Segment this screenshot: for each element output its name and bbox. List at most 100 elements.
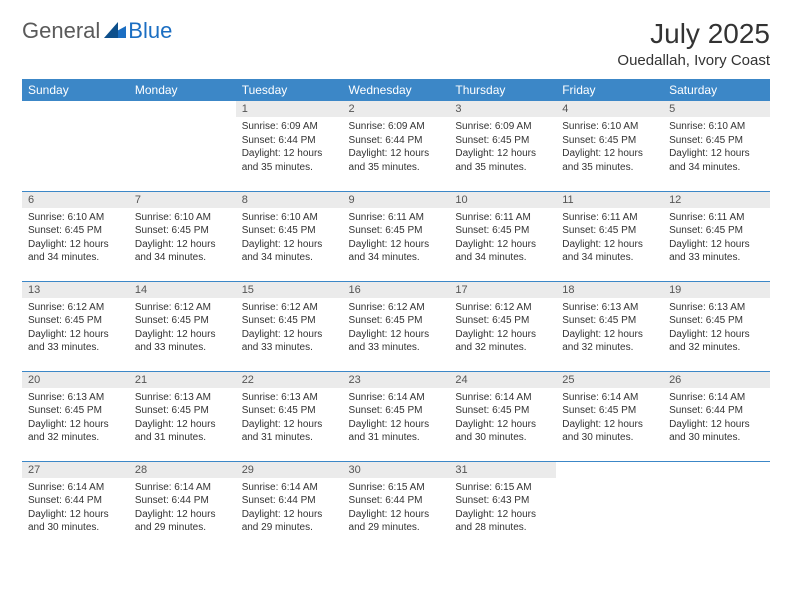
weekday-header: Tuesday	[236, 79, 343, 101]
day-number	[22, 101, 129, 105]
day-number: 29	[236, 462, 343, 478]
day-number: 12	[663, 192, 770, 208]
calendar-week-row: 27Sunrise: 6:14 AMSunset: 6:44 PMDayligh…	[22, 461, 770, 551]
calendar-week-row: 1Sunrise: 6:09 AMSunset: 6:44 PMDaylight…	[22, 101, 770, 191]
day-number	[556, 462, 663, 466]
calendar-day-cell: 20Sunrise: 6:13 AMSunset: 6:45 PMDayligh…	[22, 371, 129, 461]
month-title: July 2025	[617, 18, 770, 50]
calendar-table: SundayMondayTuesdayWednesdayThursdayFrid…	[22, 79, 770, 551]
day-details: Sunrise: 6:10 AMSunset: 6:45 PMDaylight:…	[556, 117, 663, 178]
day-number: 18	[556, 282, 663, 298]
day-details: Sunrise: 6:12 AMSunset: 6:45 PMDaylight:…	[343, 298, 450, 359]
calendar-day-cell: 3Sunrise: 6:09 AMSunset: 6:45 PMDaylight…	[449, 101, 556, 191]
day-number: 2	[343, 101, 450, 117]
day-details: Sunrise: 6:10 AMSunset: 6:45 PMDaylight:…	[129, 208, 236, 269]
calendar-day-cell: 13Sunrise: 6:12 AMSunset: 6:45 PMDayligh…	[22, 281, 129, 371]
day-details: Sunrise: 6:10 AMSunset: 6:45 PMDaylight:…	[663, 117, 770, 178]
day-number: 17	[449, 282, 556, 298]
calendar-day-cell: 12Sunrise: 6:11 AMSunset: 6:45 PMDayligh…	[663, 191, 770, 281]
day-number: 19	[663, 282, 770, 298]
day-details: Sunrise: 6:10 AMSunset: 6:45 PMDaylight:…	[22, 208, 129, 269]
calendar-day-cell: 28Sunrise: 6:14 AMSunset: 6:44 PMDayligh…	[129, 461, 236, 551]
calendar-day-cell: 17Sunrise: 6:12 AMSunset: 6:45 PMDayligh…	[449, 281, 556, 371]
calendar-week-row: 20Sunrise: 6:13 AMSunset: 6:45 PMDayligh…	[22, 371, 770, 461]
calendar-day-cell: 25Sunrise: 6:14 AMSunset: 6:45 PMDayligh…	[556, 371, 663, 461]
calendar-day-cell: 7Sunrise: 6:10 AMSunset: 6:45 PMDaylight…	[129, 191, 236, 281]
day-details: Sunrise: 6:12 AMSunset: 6:45 PMDaylight:…	[236, 298, 343, 359]
day-number: 27	[22, 462, 129, 478]
calendar-day-cell: 27Sunrise: 6:14 AMSunset: 6:44 PMDayligh…	[22, 461, 129, 551]
calendar-day-cell: 18Sunrise: 6:13 AMSunset: 6:45 PMDayligh…	[556, 281, 663, 371]
calendar-day-cell: 2Sunrise: 6:09 AMSunset: 6:44 PMDaylight…	[343, 101, 450, 191]
header: General Blue July 2025 Ouedallah, Ivory …	[22, 18, 770, 69]
calendar-day-cell: 1Sunrise: 6:09 AMSunset: 6:44 PMDaylight…	[236, 101, 343, 191]
day-number: 4	[556, 101, 663, 117]
logo: General Blue	[22, 18, 172, 44]
day-number: 24	[449, 372, 556, 388]
day-details: Sunrise: 6:13 AMSunset: 6:45 PMDaylight:…	[663, 298, 770, 359]
logo-text-blue: Blue	[128, 18, 172, 44]
weekday-header-row: SundayMondayTuesdayWednesdayThursdayFrid…	[22, 79, 770, 101]
calendar-day-cell: 29Sunrise: 6:14 AMSunset: 6:44 PMDayligh…	[236, 461, 343, 551]
calendar-day-cell: 8Sunrise: 6:10 AMSunset: 6:45 PMDaylight…	[236, 191, 343, 281]
calendar-day-cell: 11Sunrise: 6:11 AMSunset: 6:45 PMDayligh…	[556, 191, 663, 281]
day-number	[129, 101, 236, 105]
day-number: 13	[22, 282, 129, 298]
calendar-day-cell: 31Sunrise: 6:15 AMSunset: 6:43 PMDayligh…	[449, 461, 556, 551]
day-details: Sunrise: 6:14 AMSunset: 6:45 PMDaylight:…	[449, 388, 556, 449]
calendar-day-cell	[129, 101, 236, 191]
day-details: Sunrise: 6:11 AMSunset: 6:45 PMDaylight:…	[663, 208, 770, 269]
day-number: 23	[343, 372, 450, 388]
day-details: Sunrise: 6:09 AMSunset: 6:44 PMDaylight:…	[343, 117, 450, 178]
day-details: Sunrise: 6:15 AMSunset: 6:43 PMDaylight:…	[449, 478, 556, 539]
title-block: July 2025 Ouedallah, Ivory Coast	[617, 18, 770, 69]
day-number: 20	[22, 372, 129, 388]
day-number	[663, 462, 770, 466]
calendar-day-cell: 10Sunrise: 6:11 AMSunset: 6:45 PMDayligh…	[449, 191, 556, 281]
logo-mark-icon	[104, 20, 126, 43]
day-details: Sunrise: 6:13 AMSunset: 6:45 PMDaylight:…	[556, 298, 663, 359]
day-details: Sunrise: 6:14 AMSunset: 6:45 PMDaylight:…	[343, 388, 450, 449]
weekday-header: Sunday	[22, 79, 129, 101]
day-number: 3	[449, 101, 556, 117]
day-details: Sunrise: 6:13 AMSunset: 6:45 PMDaylight:…	[22, 388, 129, 449]
day-details: Sunrise: 6:14 AMSunset: 6:44 PMDaylight:…	[236, 478, 343, 539]
weekday-header: Friday	[556, 79, 663, 101]
day-number: 15	[236, 282, 343, 298]
day-number: 26	[663, 372, 770, 388]
calendar-week-row: 13Sunrise: 6:12 AMSunset: 6:45 PMDayligh…	[22, 281, 770, 371]
weekday-header: Saturday	[663, 79, 770, 101]
day-details: Sunrise: 6:11 AMSunset: 6:45 PMDaylight:…	[449, 208, 556, 269]
day-details: Sunrise: 6:12 AMSunset: 6:45 PMDaylight:…	[129, 298, 236, 359]
day-number: 5	[663, 101, 770, 117]
day-details: Sunrise: 6:12 AMSunset: 6:45 PMDaylight:…	[449, 298, 556, 359]
calendar-day-cell: 6Sunrise: 6:10 AMSunset: 6:45 PMDaylight…	[22, 191, 129, 281]
weekday-header: Wednesday	[343, 79, 450, 101]
calendar-day-cell: 26Sunrise: 6:14 AMSunset: 6:44 PMDayligh…	[663, 371, 770, 461]
day-number: 1	[236, 101, 343, 117]
day-number: 31	[449, 462, 556, 478]
day-details: Sunrise: 6:11 AMSunset: 6:45 PMDaylight:…	[556, 208, 663, 269]
day-details: Sunrise: 6:09 AMSunset: 6:45 PMDaylight:…	[449, 117, 556, 178]
calendar-day-cell: 16Sunrise: 6:12 AMSunset: 6:45 PMDayligh…	[343, 281, 450, 371]
day-details: Sunrise: 6:13 AMSunset: 6:45 PMDaylight:…	[236, 388, 343, 449]
day-number: 6	[22, 192, 129, 208]
day-number: 11	[556, 192, 663, 208]
day-number: 25	[556, 372, 663, 388]
day-number: 9	[343, 192, 450, 208]
day-details: Sunrise: 6:13 AMSunset: 6:45 PMDaylight:…	[129, 388, 236, 449]
day-number: 22	[236, 372, 343, 388]
calendar-day-cell: 30Sunrise: 6:15 AMSunset: 6:44 PMDayligh…	[343, 461, 450, 551]
logo-text-general: General	[22, 18, 100, 44]
day-details: Sunrise: 6:14 AMSunset: 6:44 PMDaylight:…	[663, 388, 770, 449]
calendar-day-cell: 21Sunrise: 6:13 AMSunset: 6:45 PMDayligh…	[129, 371, 236, 461]
day-details: Sunrise: 6:11 AMSunset: 6:45 PMDaylight:…	[343, 208, 450, 269]
calendar-day-cell: 4Sunrise: 6:10 AMSunset: 6:45 PMDaylight…	[556, 101, 663, 191]
calendar-day-cell: 19Sunrise: 6:13 AMSunset: 6:45 PMDayligh…	[663, 281, 770, 371]
day-details: Sunrise: 6:12 AMSunset: 6:45 PMDaylight:…	[22, 298, 129, 359]
day-details: Sunrise: 6:15 AMSunset: 6:44 PMDaylight:…	[343, 478, 450, 539]
day-number: 21	[129, 372, 236, 388]
day-details: Sunrise: 6:14 AMSunset: 6:44 PMDaylight:…	[22, 478, 129, 539]
day-number: 8	[236, 192, 343, 208]
calendar-day-cell: 22Sunrise: 6:13 AMSunset: 6:45 PMDayligh…	[236, 371, 343, 461]
